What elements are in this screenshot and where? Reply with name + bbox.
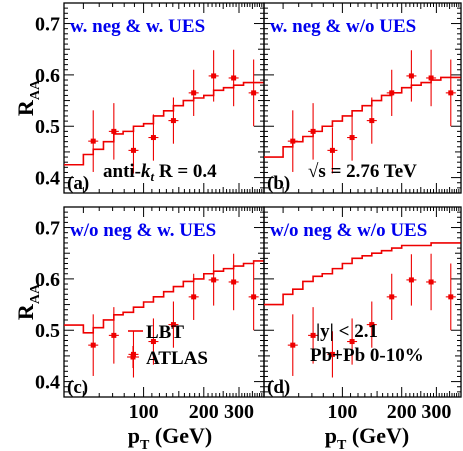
panel-title: w. neg & w/o UES [270,16,416,37]
x-axis-title-sub: T [337,438,347,451]
x-axis-title-main: p [128,423,140,448]
atlas-point [329,351,335,357]
atlas-point [310,128,316,134]
atlas-point [111,332,117,338]
x-axis-title-unit: (GeV) [346,423,409,448]
atlas-point [408,73,414,79]
panel-title: w. neg & w. UES [70,16,205,37]
atlas-point [251,90,257,96]
atlas-point [290,342,296,348]
energy-label: √s = 2.76 TeV [308,161,417,182]
x-axis-title-main: p [325,423,337,448]
panel-b: w. neg & w/o UES (b) [263,2,462,194]
panel-letter: (d) [267,377,290,398]
atlas-point [90,138,96,144]
lbt-series-line [64,81,264,166]
x-tick-label: 300 [224,401,254,423]
panel-title: w/o neg & w. UES [70,220,216,241]
x-axis-title-unit: (GeV) [149,423,212,448]
legend: LBT ATLAS [127,322,208,369]
atlas-point [369,118,375,124]
y-axis-title-main: R [13,303,38,320]
y-tick-label: 0.5 [35,116,60,138]
y-tick-label: 0.7 [35,14,60,36]
atlas-point [170,118,176,124]
x-axis-title-sub: T [140,438,150,451]
atlas-point [111,128,117,134]
lbt-series-line [264,242,461,306]
y-tick-label: 0.4 [35,168,60,190]
atlas-point [349,339,355,345]
legend-atlas-swatch [130,354,136,360]
legend-lbt-label: LBT [146,322,184,343]
panel-letter: (a) [67,173,89,194]
jet-algorithm-prefix: anti- [103,161,141,182]
y-tick-label: 0.5 [35,320,60,342]
jet-algorithm-radius: R = 0.4 [154,161,217,182]
panel-a: 0.4 0.5 0.6 0.7 w. neg & w. UES (a) [35,2,265,194]
atlas-point [251,294,257,300]
jet-algorithm-label: anti-kt R = 0.4 [103,161,217,184]
atlas-point [130,147,136,153]
atlas-point [389,90,395,96]
system-label: Pb+Pb 0-10% [310,345,424,366]
y-axis-title-sub: AA [28,283,43,304]
atlas-point [349,135,355,141]
atlas-point [389,294,395,300]
x-tick-label: 100 [327,401,357,423]
panel-d: 100 200 300 w/o neg & w/o UES (d) [263,206,462,423]
x-tick-label: 100 [129,401,159,423]
legend-atlas-label: ATLAS [146,348,208,369]
atlas-point [211,277,217,283]
y-axis-title: RAA [13,79,43,116]
y-tick-label: 0.6 [35,65,60,87]
rapidity-label: |y| < 2.1 [316,321,378,342]
atlas-point [329,147,335,153]
jet-algorithm-t: t [151,169,155,184]
panel-letter: (c) [67,377,88,398]
x-tick-label: 300 [421,401,451,423]
atlas-point [90,342,96,348]
atlas-point [191,294,197,300]
atlas-point [408,277,414,283]
y-tick-label: 0.7 [35,218,60,240]
lbt-series-line [264,76,461,158]
panel-frame [263,2,462,194]
panel-frame [263,206,462,398]
panel-c: 0.4 0.5 0.6 0.7 100 200 300 w/o neg & w. UES (c) [35,206,265,423]
y-tick-label: 0.6 [35,269,60,291]
y-tick-label: 0.4 [35,372,60,394]
panel-letter: (b) [267,173,290,194]
x-tick-label: 200 [189,401,219,423]
panel-title: w/o neg & w/o UES [270,220,427,241]
lbt-series-line [64,260,264,334]
atlas-point [448,90,454,96]
y-axis-title-main: R [13,99,38,116]
atlas-point [428,75,434,81]
atlas-point [231,279,237,285]
atlas-point [231,75,237,81]
y-axis-title-sub: AA [28,79,43,100]
atlas-point [369,322,375,328]
atlas-point [150,135,156,141]
atlas-point [448,294,454,300]
x-tick-label: 200 [387,401,417,423]
atlas-point [191,90,197,96]
jet-algorithm-k: k [141,161,151,182]
atlas-point [310,332,316,338]
atlas-point [170,322,176,328]
x-axis-title: pT (GeV) [128,423,213,451]
atlas-point [211,73,217,79]
atlas-point [150,339,156,345]
atlas-point [428,279,434,285]
atlas-point [290,138,296,144]
y-axis-title: RAA [13,283,43,320]
x-axis-title: pT (GeV) [325,423,410,451]
